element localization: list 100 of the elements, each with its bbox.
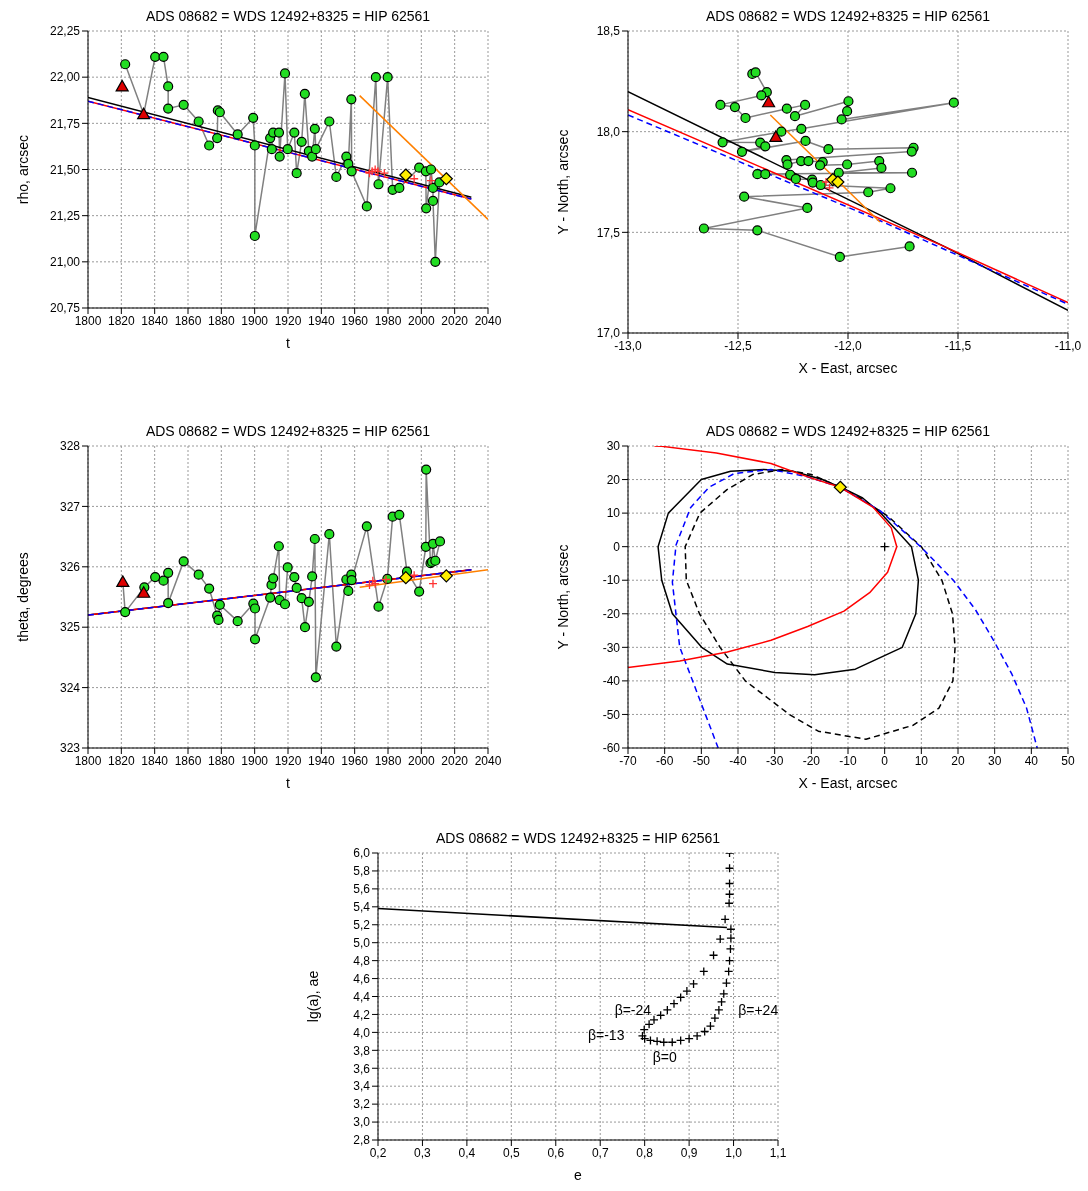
y-tick-label: 21,75 — [49, 116, 81, 131]
y-tick-label: 328 — [59, 439, 81, 454]
y-tick-label: 22,25 — [49, 24, 81, 39]
y-tick-label: 18,5 — [596, 24, 621, 39]
y-tick-label: 5,0 — [353, 935, 371, 950]
y-axis-title: Y - North, arcsec — [554, 129, 571, 235]
y-tick-label: 4,8 — [353, 953, 371, 968]
x-tick-label: -10 — [839, 753, 857, 768]
x-tick-label: 1920 — [274, 313, 302, 328]
x-tick-label: 0,8 — [636, 1145, 654, 1160]
y-tick-label: 20 — [606, 472, 621, 487]
y-tick-label: 18,0 — [596, 124, 621, 139]
x-tick-label: 0,5 — [502, 1145, 520, 1160]
y-tick-label: 22,00 — [49, 70, 81, 85]
y-tick-label: 3,4 — [353, 1079, 371, 1094]
x-tick-label: 1860 — [174, 313, 202, 328]
x-tick-label: 1800 — [74, 753, 102, 768]
x-tick-label: 2040 — [474, 753, 502, 768]
x-tick-label: 1,1 — [769, 1145, 787, 1160]
y-tick-label: -50 — [602, 707, 621, 722]
y-tick-label: 10 — [606, 506, 621, 521]
x-tick-label: -12,5 — [724, 338, 752, 353]
y-tick-label: 327 — [59, 499, 81, 514]
x-tick-label: 1840 — [141, 753, 169, 768]
y-tick-label: -40 — [602, 674, 621, 689]
y-axis-title: lg(a), ae — [304, 970, 321, 1023]
x-tick-label: 0,3 — [414, 1145, 432, 1160]
y-tick-label: 21,50 — [49, 162, 81, 177]
x-tick-label: 30 — [987, 753, 1002, 768]
x-tick-label: 1880 — [207, 313, 235, 328]
y-tick-label: -30 — [602, 640, 621, 655]
x-axis-title: e — [574, 1167, 583, 1183]
x-tick-label: 1920 — [274, 753, 302, 768]
x-tick-label: 0,6 — [547, 1145, 565, 1160]
x-tick-label: 2020 — [441, 753, 469, 768]
x-tick-label: 1900 — [241, 313, 269, 328]
y-tick-label: 0 — [613, 539, 621, 554]
x-tick-label: 2040 — [474, 313, 502, 328]
x-tick-label: 1820 — [107, 753, 135, 768]
y-tick-label: 5,4 — [353, 900, 371, 915]
x-tick-label: -70 — [619, 753, 637, 768]
y-tick-label: -20 — [602, 607, 621, 622]
y-tick-label: 4,4 — [353, 989, 371, 1004]
x-tick-label: -11,5 — [944, 338, 972, 353]
y-tick-label: 3,8 — [353, 1043, 371, 1058]
x-tick-label: -60 — [655, 753, 674, 768]
x-tick-label: 20 — [951, 753, 965, 768]
y-tick-label: 17,0 — [596, 326, 621, 341]
chart-title: ADS 08682 = WDS 12492+8325 = HIP 62561 — [144, 8, 432, 26]
x-tick-label: -13,0 — [614, 338, 642, 353]
x-tick-label: 1800 — [74, 313, 102, 328]
y-tick-label: 4,6 — [353, 971, 371, 986]
y-tick-label: 2,8 — [353, 1133, 371, 1148]
x-tick-label: 0,4 — [458, 1145, 476, 1160]
x-tick-label: -12,0 — [834, 338, 862, 353]
x-tick-label: 10 — [914, 753, 929, 768]
y-axis-title: Y - North, arcsec — [554, 544, 571, 650]
y-axis-title: rho, arcsec — [14, 134, 31, 205]
y-tick-label: 30 — [606, 439, 621, 454]
y-tick-label: 3,6 — [353, 1061, 371, 1076]
y-tick-label: 6,0 — [353, 846, 371, 861]
x-tick-label: 1940 — [307, 753, 335, 768]
x-tick-label: 0,2 — [369, 1145, 387, 1160]
x-tick-label: 2020 — [441, 313, 469, 328]
y-tick-label: 21,00 — [49, 255, 81, 270]
x-tick-label: 1860 — [174, 753, 202, 768]
x-tick-label: 1820 — [107, 313, 135, 328]
x-tick-label: -50 — [692, 753, 711, 768]
y-tick-label: 5,8 — [353, 864, 371, 879]
x-axis-title: t — [286, 775, 291, 791]
x-tick-label: 1980 — [374, 753, 402, 768]
x-axis-title: X - East, arcsec — [798, 775, 898, 791]
x-tick-label: -20 — [802, 753, 821, 768]
annotation: β=-13 — [587, 1027, 625, 1044]
y-axis-title: theta, degrees — [14, 552, 31, 642]
y-tick-label: 4,0 — [353, 1025, 371, 1040]
annotation: β=-24 — [614, 1001, 652, 1018]
x-tick-label: 1980 — [374, 313, 402, 328]
y-tick-label: 20,75 — [49, 301, 81, 316]
x-tick-label: 1,0 — [725, 1145, 743, 1160]
x-axis-title: X - East, arcsec — [798, 360, 898, 376]
x-tick-label: 1900 — [241, 753, 269, 768]
y-tick-label: 323 — [59, 741, 81, 756]
x-tick-label: 2000 — [407, 753, 435, 768]
x-tick-label: 0 — [881, 753, 889, 768]
x-tick-label: -40 — [729, 753, 747, 768]
y-tick-label: -60 — [602, 741, 621, 756]
x-tick-label: 50 — [1061, 753, 1075, 768]
annotation: β=+24 — [738, 1001, 779, 1018]
x-axis-title: t — [286, 335, 291, 351]
x-tick-label: 1940 — [307, 313, 335, 328]
x-tick-label: 0,9 — [680, 1145, 698, 1160]
x-tick-label: 1960 — [341, 313, 369, 328]
y-tick-label: 325 — [59, 620, 81, 635]
y-tick-label: 5,2 — [353, 918, 371, 933]
y-tick-label: 4,2 — [353, 1007, 371, 1022]
x-tick-label: 1960 — [341, 753, 369, 768]
x-tick-label: 0,7 — [591, 1145, 609, 1160]
y-tick-label: 324 — [59, 680, 81, 695]
y-tick-label: -10 — [602, 573, 621, 588]
